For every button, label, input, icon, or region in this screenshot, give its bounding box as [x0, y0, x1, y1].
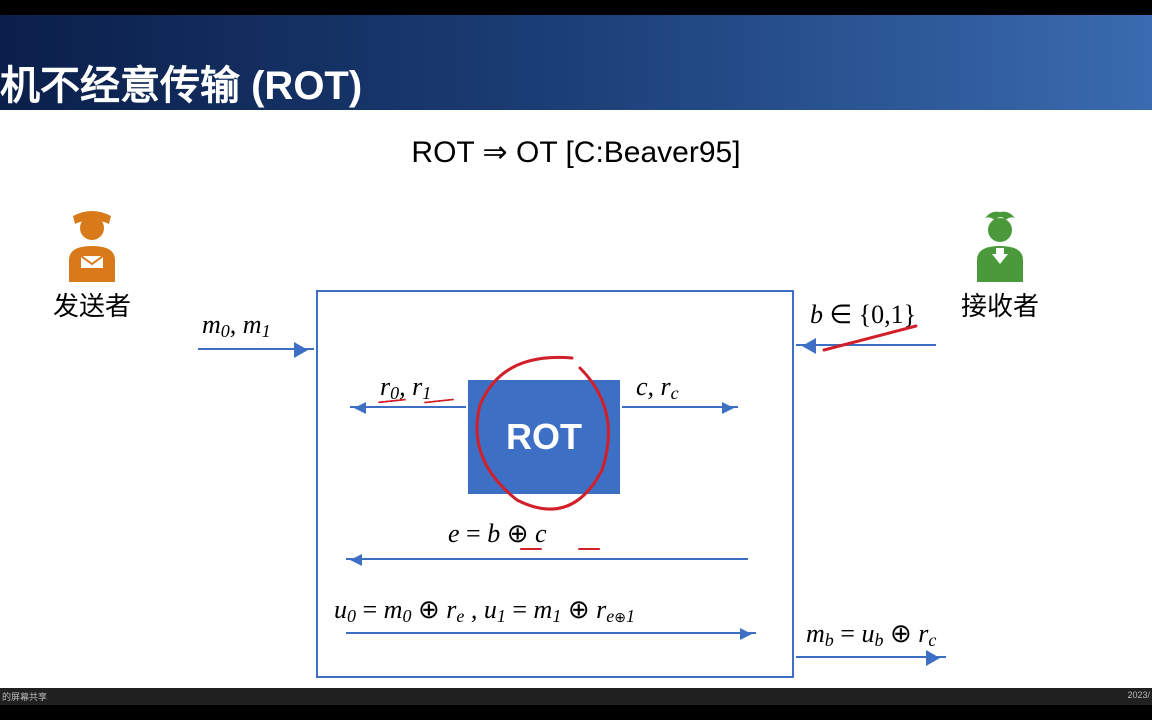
sender-actor: 发送者 [32, 210, 152, 323]
formula-receiver-input: b ∈ {0,1} [810, 300, 916, 330]
sender-icon [63, 210, 121, 282]
arrow-u [346, 632, 756, 634]
annotation-underline-b [520, 548, 542, 550]
formula-e: e = b ⊕ c [448, 518, 547, 549]
annotation-underline-c [578, 548, 600, 550]
footer-right-text: 2023/ [1127, 690, 1150, 700]
slide-header: 机不经意传输 (ROT) [0, 15, 1152, 110]
arrow-rot-left [350, 406, 466, 408]
formula-u: u0 = m0 ⊕ re , u1 = m1 ⊕ re⊕1 [334, 594, 635, 627]
formula-sender-input: m0, m1 [202, 310, 271, 342]
arrow-rot-right [622, 406, 738, 408]
formula-receiver-out: mb = ub ⊕ rc [806, 618, 936, 651]
arrow-receiver-in [796, 344, 936, 346]
receiver-actor: 接收者 [940, 210, 1060, 323]
rot-block-label: ROT [506, 416, 582, 458]
receiver-label: 接收者 [940, 286, 1060, 323]
arrow-e [346, 558, 748, 560]
arrow-receiver-out [796, 656, 946, 658]
footer-left-text: 的屏幕共享 [2, 690, 47, 703]
video-topbar [0, 0, 1152, 15]
arrow-sender-in [198, 348, 314, 350]
formula-rot-right: c, rc [636, 372, 679, 404]
receiver-icon [971, 210, 1029, 282]
video-footer: 的屏幕共享 2023/ [0, 688, 1152, 705]
slide-title: 机不经意传输 (ROT) [0, 53, 362, 111]
slide-subtitle: ROT ⇒ OT [C:Beaver95] [0, 135, 1152, 170]
sender-label: 发送者 [32, 286, 152, 323]
rot-block: ROT [468, 380, 620, 494]
